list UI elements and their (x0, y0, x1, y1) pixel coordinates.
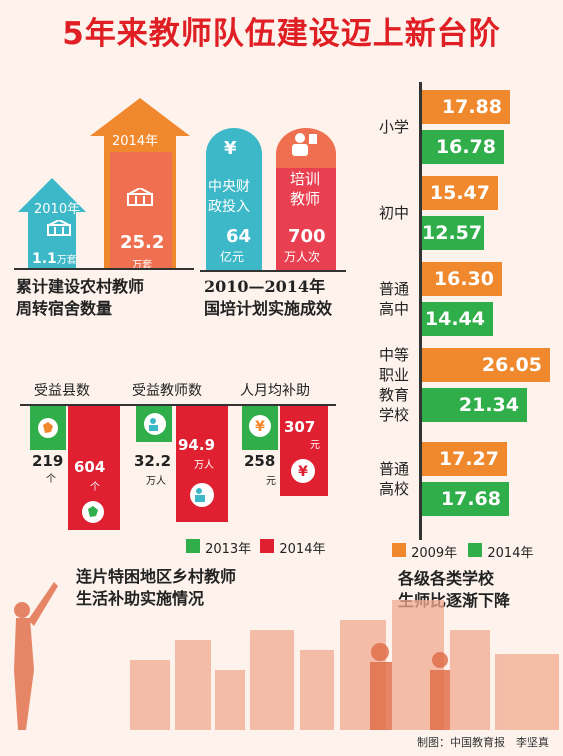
ratio-bar-2014-2: 14.44 (422, 302, 493, 336)
guopei-caption-1: 2010—2014年 (204, 277, 326, 296)
guopei-baseline (200, 270, 346, 272)
legend-label-2014-ratio: 2014年 (487, 546, 534, 561)
credit: 制图：中国教育报 李坚真 (417, 736, 549, 749)
map-icon-2014 (82, 501, 104, 523)
legend-label-2013: 2013年 (205, 542, 252, 557)
unit-2014-subsidy: 元 (310, 440, 320, 451)
legend-label-2014: 2014年 (279, 542, 326, 557)
unit-2013-counties: 个 (46, 474, 56, 485)
map-icon (38, 418, 58, 438)
svg-text:¥: ¥ (255, 419, 265, 435)
value-2014: 25.2 (120, 232, 164, 253)
ratio-category-3: 中等 职业 教育 学校 (378, 346, 409, 424)
subsidy-caption-1: 连片特困地区乡村教师 (76, 567, 237, 586)
value-2013-teachers: 32.2 (134, 452, 172, 470)
legend-label-2009: 2009年 (411, 546, 458, 561)
ratio-category-1: 初中 (378, 204, 409, 222)
value-2014-teachers: 94.9 (178, 436, 216, 454)
house-icon (47, 220, 71, 236)
subsidy-caption-2: 生活补助实施情况 (76, 589, 205, 608)
unit-2014-teachers: 万人 (194, 460, 214, 471)
legend-swatch-2014-ratio (468, 543, 483, 557)
ratio-bar-2009-1: 15.47 (422, 176, 498, 210)
ratio-bar-2014-0: 16.78 (422, 130, 504, 164)
value-2010-number: 1.1 (32, 251, 57, 267)
invest-label-2: 政投入 (208, 199, 250, 215)
house-icon-2014 (127, 188, 153, 206)
value-2014-subsidy: 307 (284, 418, 316, 436)
ratio-category-0: 小学 (378, 118, 409, 136)
dormitory-arrows (18, 98, 190, 268)
ratio-bar-2009-0: 17.88 (422, 90, 510, 124)
subsidy-header-1: 受益县数 (34, 383, 90, 399)
yen-icon: ¥ (224, 138, 237, 159)
teacher-icon-2013 (144, 413, 166, 435)
unit-2013-subsidy: 元 (266, 476, 276, 487)
unit-2014-counties: 个 (90, 482, 100, 493)
value-2013-subsidy: 258 (244, 452, 276, 470)
invest-unit: 亿元 (220, 250, 245, 264)
subsidy-header-3: 人月均补助 (240, 383, 310, 399)
ratio-category-4: 普通 高校 (378, 460, 409, 498)
invest-label-1: 中央财 (208, 179, 250, 195)
invest-value: 64 (226, 226, 252, 247)
ratio-bar-2009-3: 26.05 (422, 348, 550, 382)
legend-swatch-2009 (392, 543, 406, 557)
value-2014-unit: 万套 (132, 260, 152, 271)
ratio-axis (419, 82, 422, 540)
ratio-category-2: 普通 高中 (378, 280, 409, 318)
train-unit: 万人次 (284, 250, 321, 264)
ratio-bar-2014-1: 12.57 (422, 216, 484, 250)
label-2014: 2014年 (112, 134, 159, 149)
unit-2013-teachers: 万人 (146, 476, 166, 487)
train-value: 700 (288, 226, 326, 247)
ratio-legend: 2009年 2014年 (392, 542, 533, 561)
value-2014-number: 25.2 (120, 232, 165, 253)
ratio-bar-2014-3: 21.34 (422, 388, 527, 422)
dormitory-caption-2: 周转宿舍数量 (16, 299, 113, 318)
legend-swatch-2013 (186, 539, 200, 553)
ratio-bar-2014-4: 17.68 (422, 482, 509, 516)
train-label-2: 教师 (290, 190, 321, 208)
dormitory-caption-1: 累计建设农村教师 (16, 277, 145, 296)
subsidy-axis (20, 404, 336, 406)
page-title: 5年来教师队伍建设迈上新台阶 (62, 16, 501, 52)
value-2013-counties: 219 (32, 452, 64, 470)
yen-coin-icon-2014: ¥ (291, 459, 315, 483)
value-2010: 1.1万套 (32, 248, 77, 267)
value-2010-unit: 万套 (56, 255, 77, 266)
label-2010: 2010年 (34, 202, 81, 217)
subsidy-header-2: 受益教师数 (132, 383, 202, 399)
ratio-bar-2009-4: 17.27 (422, 442, 507, 476)
ratio-caption-1: 各级各类学校 (398, 569, 495, 588)
value-2014-counties: 604 (74, 458, 106, 476)
dormitory-baseline (14, 268, 194, 270)
train-label-1: 培训 (290, 170, 321, 188)
svg-text:¥: ¥ (298, 464, 308, 480)
teacher-icon (292, 133, 317, 156)
guopei-pillars (206, 128, 336, 270)
ratio-bar-2009-2: 16.30 (422, 262, 502, 296)
invest-pillar (206, 128, 262, 270)
legend-swatch-2014 (260, 539, 275, 553)
teacher-icon-2014 (190, 483, 214, 507)
skyline-illustration (14, 582, 559, 730)
guopei-caption-2: 国培计划实施成效 (204, 299, 333, 318)
yen-coin-icon-2013: ¥ (249, 415, 271, 437)
subsidy-legend: 2013年 2014年 (186, 538, 325, 557)
